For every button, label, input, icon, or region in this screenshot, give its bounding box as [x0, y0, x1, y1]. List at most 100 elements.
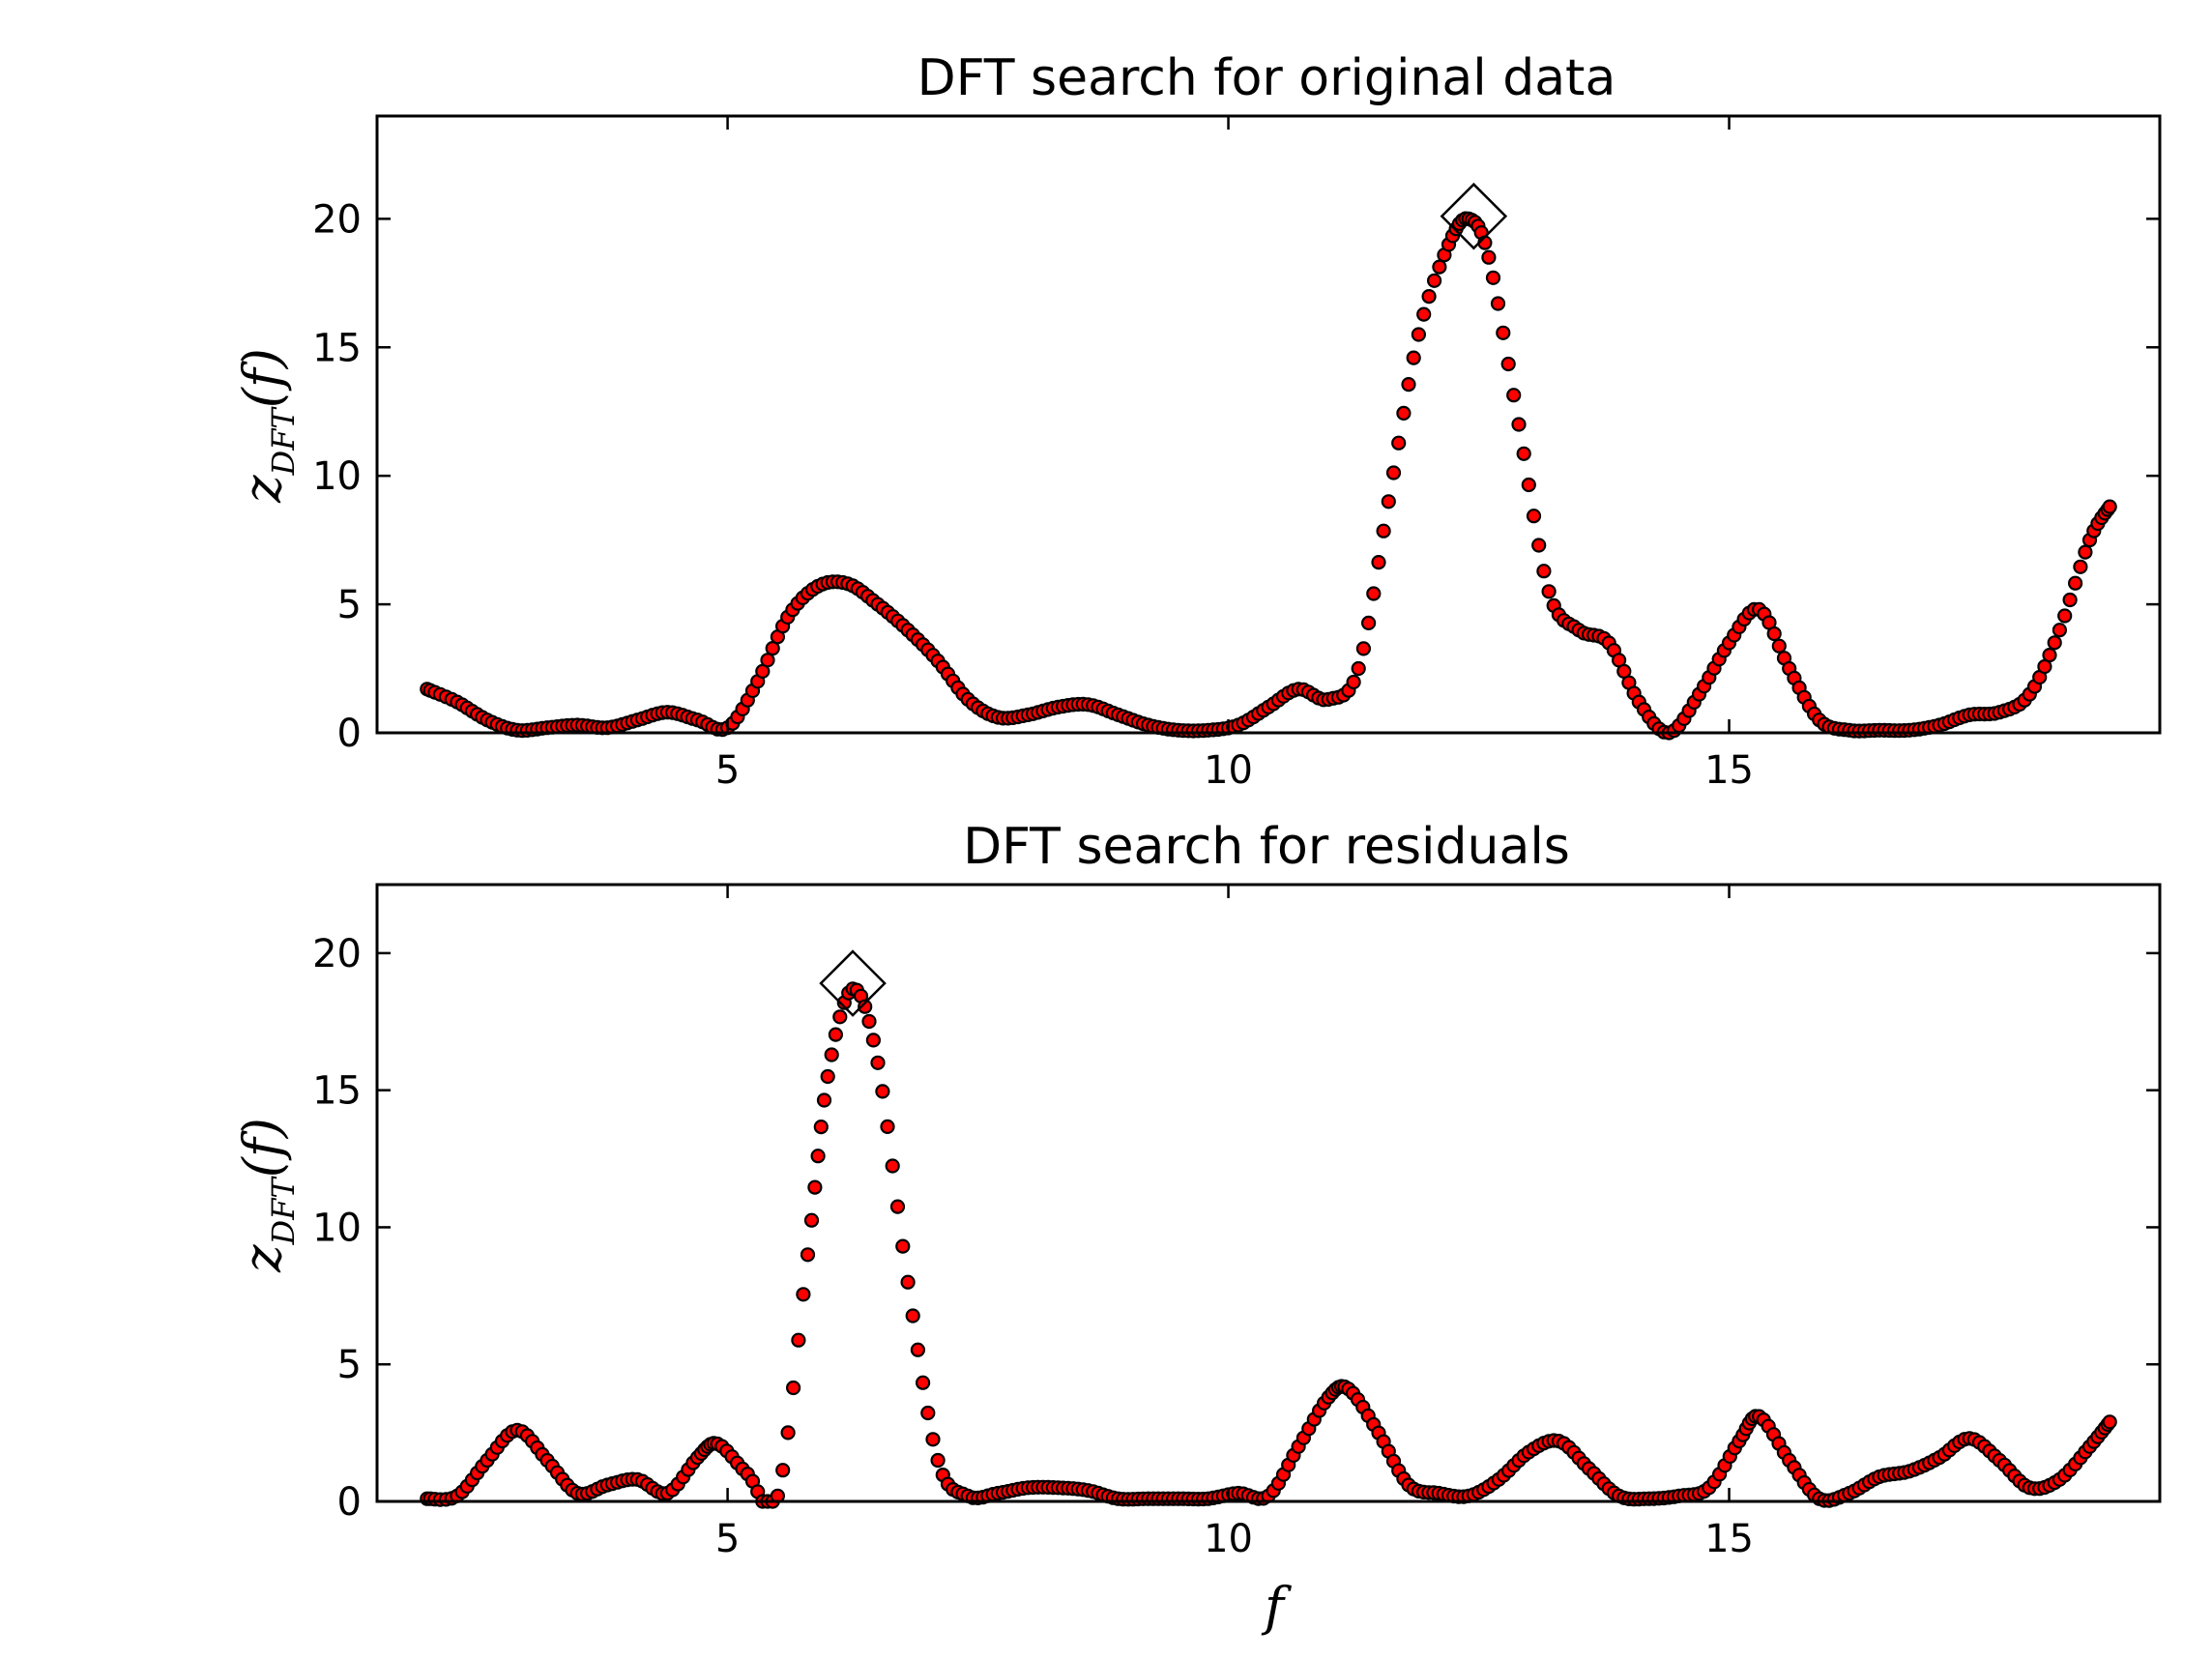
axes-frame [375, 114, 2162, 735]
data-point [1521, 477, 1536, 493]
y-axis-label-main: z [232, 475, 293, 504]
x-tick-label: 15 [1704, 1517, 1754, 1561]
data-point [1481, 249, 1497, 265]
data-point [1485, 270, 1501, 285]
y-tick-label: 20 [312, 197, 362, 242]
y-axis-label: zDFT(f) [232, 1118, 302, 1273]
data-point [1391, 435, 1407, 451]
data-point [925, 1432, 941, 1447]
axes-frame [375, 883, 2162, 1503]
y-tick-label: 15 [312, 326, 362, 370]
peak-marker [819, 949, 887, 1017]
data-point [1516, 446, 1531, 461]
data-point [1376, 523, 1391, 538]
data-point [2102, 499, 2117, 514]
data-point [2052, 623, 2067, 638]
data-point [775, 1463, 791, 1478]
data-point [1531, 538, 1547, 553]
data-point [865, 1033, 882, 1048]
data-point [780, 1425, 796, 1441]
data-point [820, 1068, 835, 1085]
y-tick-label: 10 [312, 454, 362, 499]
data-point [1511, 417, 1527, 432]
x-tick-label: 5 [715, 1517, 740, 1561]
y-axis-label-sub: DFT [265, 1176, 302, 1246]
data-point [1526, 509, 1542, 524]
data-point [1432, 259, 1447, 275]
data-point [796, 1287, 811, 1302]
data-point [807, 1179, 823, 1195]
data-point [1496, 325, 1511, 340]
data-point [1396, 405, 1412, 421]
y-tick-label: 15 [312, 1069, 362, 1114]
data-point [889, 1199, 906, 1214]
data-point [895, 1238, 911, 1254]
data-point [791, 1332, 806, 1348]
data-point [803, 1212, 820, 1228]
data-point [915, 1375, 931, 1390]
plot-area [420, 182, 2117, 741]
data-point [1506, 388, 1522, 403]
chart-original: DFT search for original data 5 10 15 0 5 10 15… [232, 49, 2162, 793]
data-point [1346, 674, 1361, 690]
data-point [2062, 592, 2078, 608]
data-point [785, 1380, 801, 1396]
y-axis-label-main: z [232, 1244, 293, 1273]
data-point [824, 1047, 839, 1062]
data-point [2047, 635, 2062, 651]
data-point [1766, 626, 1782, 642]
y-tick-label: 20 [312, 932, 362, 976]
data-point [1411, 327, 1427, 342]
data-point [1381, 494, 1396, 509]
x-tick-label: 5 [715, 748, 740, 793]
data-point [2042, 647, 2057, 663]
peak-marker [1440, 182, 1508, 250]
data-point [1351, 660, 1366, 677]
data-point [2073, 559, 2088, 574]
data-point [1541, 584, 1557, 599]
data-point [910, 1342, 926, 1357]
data-point [880, 1119, 895, 1135]
ticks: 5 10 15 0 5 10 15 20 [312, 116, 2160, 793]
y-axis-label-sub: DFT [265, 406, 302, 477]
data-point [1360, 615, 1377, 631]
data-point [1490, 296, 1506, 311]
data-point [1355, 641, 1372, 656]
data-point [1385, 465, 1402, 480]
data-point [920, 1405, 936, 1421]
data-point [828, 1027, 844, 1042]
y-tick-label: 5 [337, 583, 362, 627]
y-tick-label: 10 [312, 1206, 362, 1250]
chart-title: DFT search for original data [917, 49, 1616, 107]
data-point [1771, 638, 1787, 654]
data-point [1366, 586, 1382, 601]
data-point [861, 1013, 877, 1030]
data-point [905, 1308, 920, 1324]
x-tick-label: 10 [1204, 1517, 1253, 1561]
y-tick-label: 5 [337, 1343, 362, 1387]
data-point [875, 1084, 890, 1099]
y-axis-label-arg: (f) [232, 348, 293, 408]
data-point [1426, 273, 1442, 288]
data-point [813, 1119, 829, 1135]
data-point [2068, 575, 2083, 591]
ticks: 5 10 15 0 5 10 15 20 [312, 885, 2160, 1561]
y-axis-label: zDFT(f) [232, 348, 302, 504]
data-point [832, 1009, 848, 1025]
y-tick-label: 0 [337, 1480, 362, 1525]
data-point [2078, 544, 2093, 560]
x-tick-label: 15 [1704, 748, 1754, 793]
data-point [760, 653, 775, 668]
data-point [885, 1158, 900, 1174]
data-point [1406, 350, 1421, 365]
chart-title: DFT search for residuals [963, 818, 1570, 876]
data-point [900, 1274, 916, 1290]
data-point [930, 1452, 946, 1469]
data-point [816, 1092, 832, 1108]
data-point [1371, 554, 1386, 570]
data-point [2057, 608, 2073, 624]
plot-area [420, 949, 2117, 1509]
data-point [1421, 289, 1437, 305]
chart-residuals: DFT search for residuals 5 10 15 0 5 10 15 20 z… [232, 818, 2162, 1637]
